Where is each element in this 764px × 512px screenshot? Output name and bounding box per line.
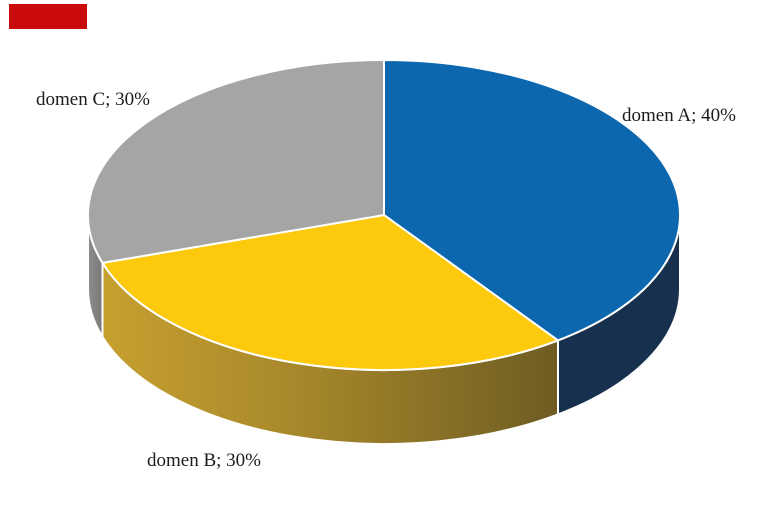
red-rectangle-artifact	[9, 4, 87, 29]
pie-slice-domen-b	[101, 214, 559, 372]
data-label-domen-c: domen C; 30%	[36, 89, 150, 110]
pie-slice-domen-c	[87, 59, 385, 264]
data-label-domen-a: domen A; 40%	[622, 105, 736, 126]
pie-slice-domen-a	[383, 59, 681, 342]
data-label-domen-b: domen B; 30%	[147, 450, 261, 471]
